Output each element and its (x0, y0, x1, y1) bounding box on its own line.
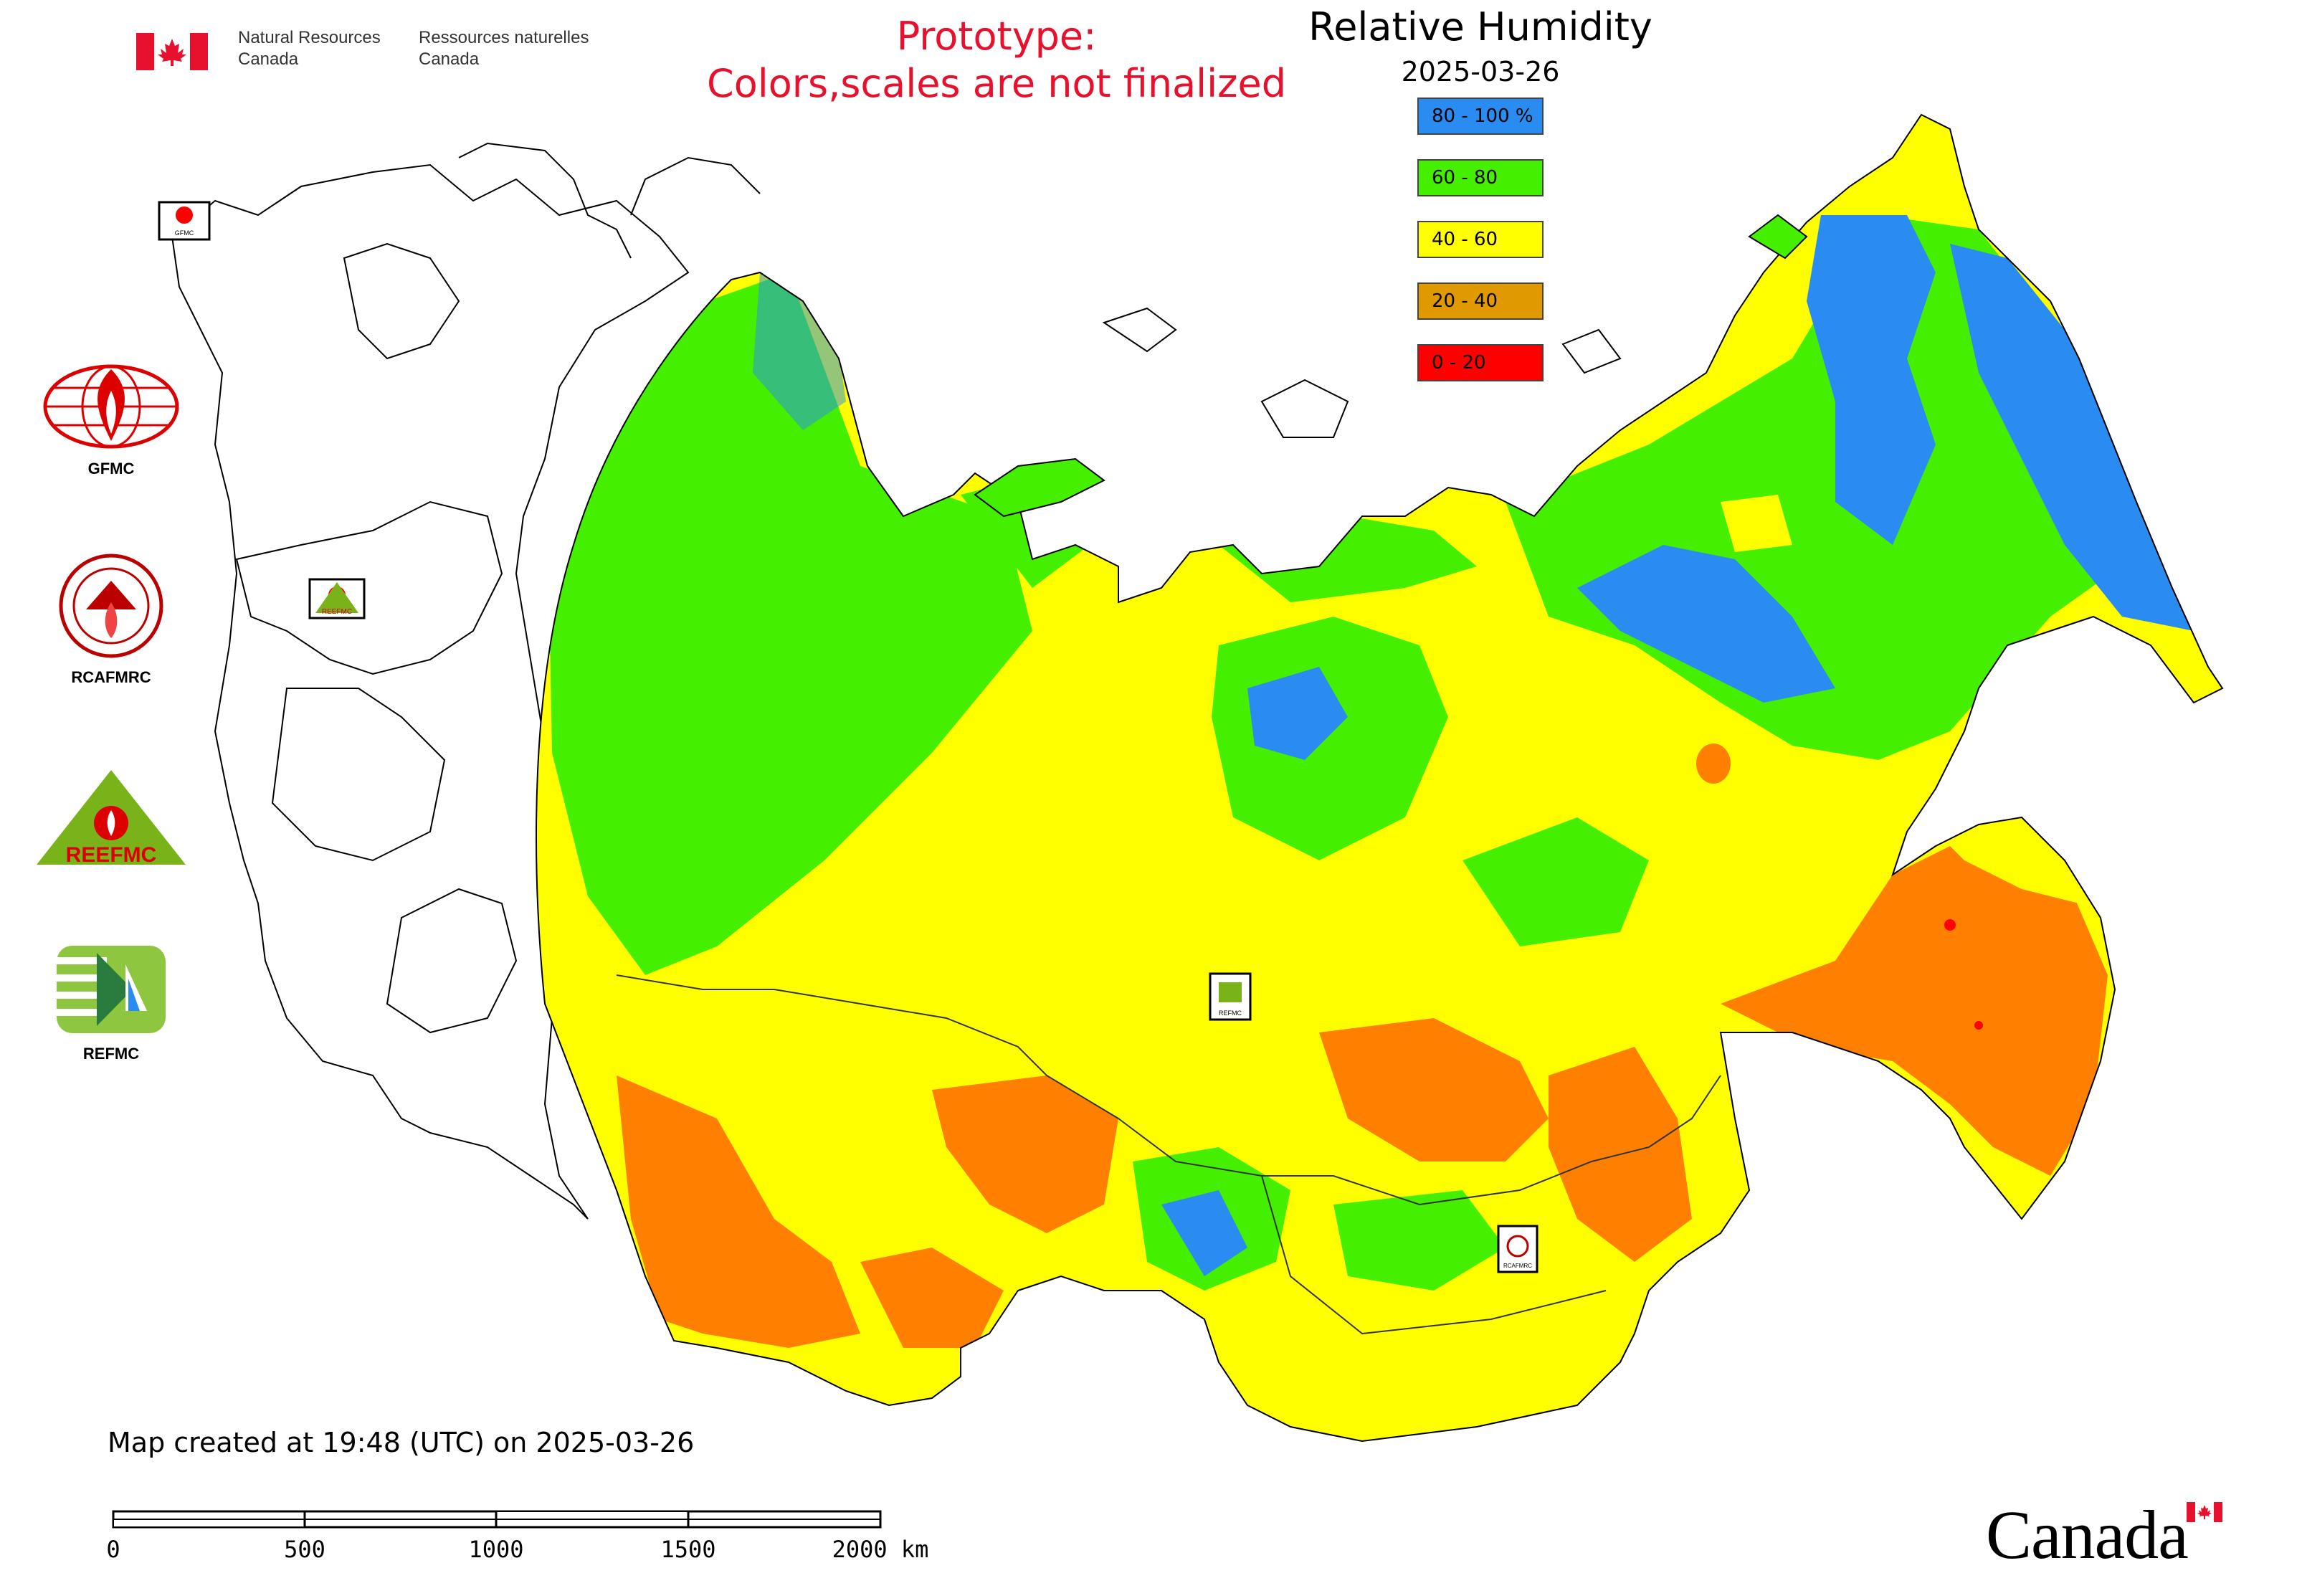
prototype-line-2: Colors,scales are not finalized (707, 61, 1286, 106)
badge-rcafmrc: RCAFMRC (1503, 1263, 1532, 1269)
refmc-logo-icon (57, 946, 166, 1033)
org-name-en-1: Natural Resources (238, 28, 381, 47)
legend-item-60-80: 60 - 80 (1417, 159, 1544, 196)
arctic-islands (974, 214, 1808, 518)
legend-date: 2025-03-26 (1401, 56, 1560, 87)
scale-label-0: 0 (106, 1536, 120, 1563)
scale-label-500: 500 (284, 1536, 325, 1563)
scale-label-2000: 2000 km (832, 1536, 929, 1563)
rcafmrc-logo-block: RCAFMRC (29, 552, 194, 687)
map-created-note: Map created at 19:48 (UTC) on 2025-03-26 (108, 1427, 695, 1458)
scale-bar: 0 500 1000 1500 2000 km (106, 1510, 929, 1563)
legend-item-0-20: 0 - 20 (1417, 344, 1544, 381)
border-lines (616, 974, 1721, 1335)
humidity-surface (536, 115, 2222, 1441)
scale-label-1000: 1000 (468, 1536, 523, 1563)
canada-wordmark-text: Canada (1986, 1496, 2189, 1573)
legend-item-20-40: 20 - 40 (1417, 282, 1544, 320)
org-name-en-2: Canada (238, 49, 299, 69)
gfmc-logo-icon (43, 364, 179, 449)
legend-item-80-100: 80 - 100 % (1417, 98, 1544, 135)
badge-gfmc: GFMC (175, 229, 194, 237)
badge-refmc: REFMC (1219, 1010, 1242, 1017)
canada-flag-icon (136, 33, 208, 70)
canada-wordmark: Canada (1986, 1495, 2189, 1574)
refmc-caption: REFMC (82, 1045, 140, 1063)
government-signature: Natural Resources Canada Ressources natu… (136, 27, 609, 85)
reefmc-logo-block: REEFMC (29, 767, 194, 870)
legend-item-40-60: 40 - 60 (1417, 221, 1544, 258)
wordmark-flag-icon (2187, 1502, 2222, 1522)
org-name-fr-2: Canada (419, 49, 480, 69)
prototype-line-1: Prototype: (896, 14, 1097, 59)
rcafmrc-logo-icon (59, 554, 163, 658)
legend-title: Relative Humidity (1308, 4, 1652, 49)
gfmc-logo-block: GFMC (29, 362, 194, 478)
badge-reefmc: REEFMC (322, 608, 352, 616)
rcafmrc-caption: RCAFMRC (71, 668, 151, 686)
org-name-fr-1: Ressources naturelles (419, 28, 589, 47)
reefmc-logo-icon: REEFMC (37, 770, 186, 867)
scale-label-1500: 1500 (660, 1536, 715, 1563)
prototype-notice: Prototype: Colors,scales are not finaliz… (645, 13, 1348, 108)
reefmc-logo-text: REEFMC (66, 843, 157, 867)
refmc-logo-block: REFMC (29, 943, 194, 1063)
gfmc-caption: GFMC (87, 460, 135, 478)
